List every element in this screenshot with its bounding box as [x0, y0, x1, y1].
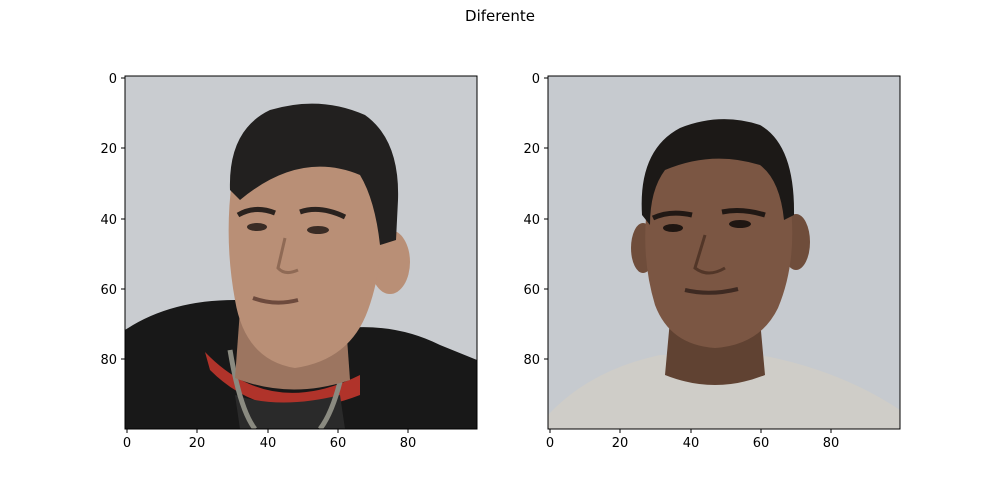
right-eyebrows [651, 208, 766, 221]
left-y-tick-40: 40 [100, 213, 117, 228]
right-x-tick-40: 40 [683, 436, 700, 451]
right-x-tick-20: 20 [612, 436, 629, 451]
right-mouth [684, 287, 739, 295]
right-y-tick-80: 80 [523, 353, 540, 368]
right-x-tick-60: 60 [753, 436, 770, 451]
right-nose [693, 234, 726, 275]
left-axes-frame [124, 75, 478, 430]
left-eye-2 [307, 226, 329, 234]
right-y-tick-40: 40 [523, 213, 540, 228]
left-x-tick-0: 0 [123, 436, 131, 451]
left-eyebrows [236, 206, 347, 220]
left-inner-shirt [235, 395, 345, 429]
right-face-photo [548, 76, 900, 429]
left-face-photo [125, 76, 477, 429]
right-image-panel: 0 20 40 60 80 0 20 40 60 80 [523, 72, 901, 451]
right-eye-1 [663, 224, 683, 232]
right-x-axis: 0 20 40 60 80 [546, 429, 839, 451]
left-y-tick-0: 0 [109, 72, 117, 87]
left-mouth [252, 296, 299, 305]
left-y-tick-80: 80 [100, 353, 117, 368]
left-collar-accent [205, 352, 360, 408]
right-hair [641, 119, 795, 225]
right-shirt [548, 355, 900, 429]
left-hair [229, 103, 399, 245]
right-y-axis: 0 20 40 60 80 [523, 72, 548, 368]
left-x-tick-20: 20 [189, 436, 206, 451]
left-y-tick-60: 60 [100, 283, 117, 298]
right-y-tick-0: 0 [532, 72, 540, 87]
left-nose [276, 237, 299, 275]
left-x-axis: 0 20 40 60 80 [123, 429, 416, 451]
right-y-tick-20: 20 [523, 142, 540, 157]
left-eye-1 [247, 223, 267, 231]
left-x-tick-40: 40 [260, 436, 277, 451]
right-y-tick-60: 60 [523, 283, 540, 298]
right-axes-frame [547, 75, 901, 430]
left-y-axis: 0 20 40 60 80 [100, 72, 125, 368]
left-y-tick-20: 20 [100, 142, 117, 157]
right-x-tick-80: 80 [823, 436, 840, 451]
right-face [645, 140, 793, 348]
left-x-tick-80: 80 [400, 436, 417, 451]
left-face [228, 127, 382, 368]
right-eye-2 [729, 220, 751, 228]
right-x-tick-0: 0 [546, 436, 554, 451]
left-x-tick-60: 60 [330, 436, 347, 451]
left-image-panel: 0 20 40 60 80 0 20 40 60 80 [100, 72, 478, 451]
figure-title: Diferente [465, 7, 535, 25]
